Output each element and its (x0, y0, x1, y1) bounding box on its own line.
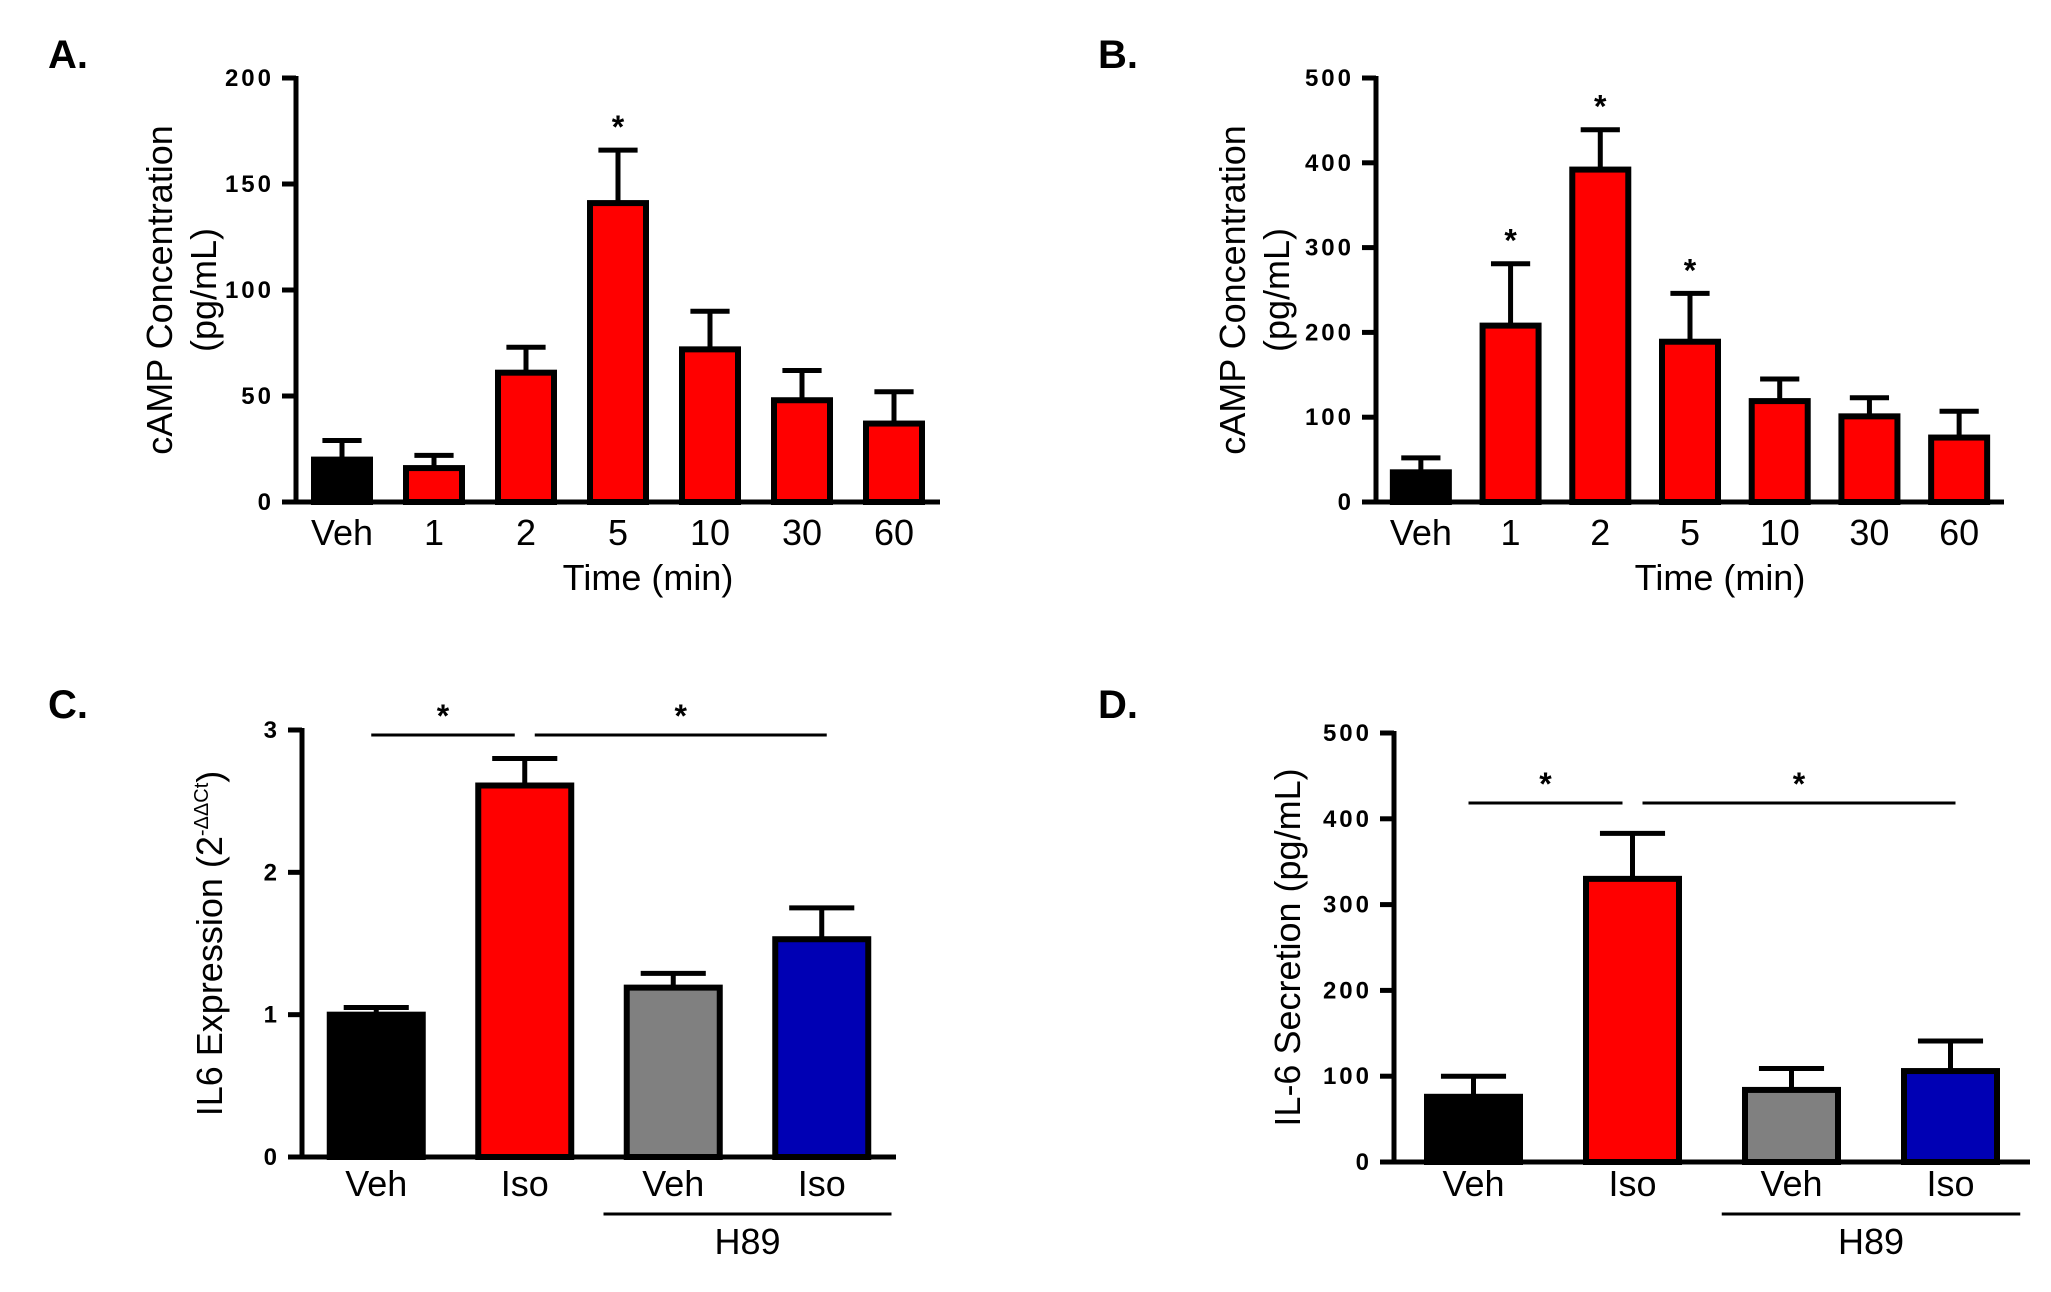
category-label: Iso (798, 1163, 846, 1204)
y-axis-subtitle: (pg/mL) (183, 228, 224, 352)
category-label: Iso (1926, 1163, 1974, 1204)
y-tick-label: 200 (1323, 977, 1372, 1004)
category-label: Veh (1442, 1163, 1504, 1204)
bar (1742, 1086, 1841, 1165)
significance-star: * (612, 109, 625, 145)
panel-label: C. (48, 683, 88, 727)
bar (1659, 338, 1721, 505)
category-label: Veh (642, 1163, 704, 1204)
y-tick-label: 300 (1323, 892, 1372, 919)
bar (587, 200, 649, 506)
y-tick-label: 200 (1305, 319, 1354, 346)
bar (403, 465, 465, 505)
category-label: 60 (874, 512, 914, 553)
bar (1389, 469, 1452, 506)
significance-star: * (675, 698, 688, 734)
x-axis-title: Time (min) (563, 557, 734, 598)
category-label: Veh (345, 1163, 407, 1204)
significance-star: * (1793, 766, 1806, 802)
y-axis-title-main: IL6 Expression (2 (189, 836, 230, 1116)
y-axis-title-superscript: -ΔΔCt (191, 782, 213, 836)
y-tick-label: 0 (264, 1144, 280, 1171)
bar (623, 984, 723, 1161)
category-label: 5 (1680, 512, 1700, 553)
bar (863, 420, 925, 505)
y-tick-label: 500 (1323, 720, 1372, 747)
y-axis-title-close: ) (189, 771, 230, 783)
category-label: 5 (608, 512, 628, 553)
panel-label: B. (1098, 33, 1138, 77)
group-label: H89 (1838, 1221, 1904, 1262)
bar (1583, 875, 1682, 1165)
panel-label: D. (1098, 683, 1138, 727)
y-tick-label: 400 (1305, 150, 1354, 177)
category-label: Veh (1760, 1163, 1822, 1204)
significance-star: * (437, 698, 450, 734)
bar (311, 456, 373, 506)
bar (1901, 1068, 2000, 1165)
panel-c: C. 0 1 2 3 Veh Iso Veh Iso IL6 Expression (2-ΔΔCt… (48, 683, 896, 1262)
x-axis-title: Time (min) (1635, 557, 1806, 598)
significance-star: * (1684, 252, 1697, 288)
bar (771, 397, 833, 505)
y-axis-title: IL-6 Secretion (pg/mL) (1267, 768, 1308, 1126)
y-axis-title: cAMP Concentration (1212, 125, 1253, 455)
significance-star: * (1539, 766, 1552, 802)
category-label: Iso (501, 1163, 549, 1204)
category-label: 2 (516, 512, 536, 553)
category-label: Iso (1608, 1163, 1656, 1204)
y-tick-label: 2 (264, 859, 280, 886)
y-tick-label: 0 (1356, 1149, 1372, 1176)
y-tick-label: 0 (258, 489, 274, 516)
y-tick-label: 300 (1305, 235, 1354, 262)
bar (1424, 1093, 1523, 1165)
category-label: 30 (1849, 512, 1889, 553)
y-tick-label: 200 (225, 65, 274, 92)
y-tick-label: 100 (1323, 1063, 1372, 1090)
category-label: 2 (1590, 512, 1610, 553)
bar (772, 936, 872, 1160)
category-label: 30 (782, 512, 822, 553)
bar (326, 1011, 426, 1161)
bar (1838, 413, 1901, 505)
y-tick-label: 400 (1323, 806, 1372, 833)
category-label: 1 (424, 512, 444, 553)
y-tick-label: 1 (264, 1002, 280, 1029)
y-tick-label: 3 (264, 717, 280, 744)
significance-star: * (1504, 223, 1517, 259)
bar (1928, 434, 1991, 505)
category-label: 10 (1760, 512, 1800, 553)
category-label: 1 (1501, 512, 1521, 553)
panel-b: B. 0 100 200 300 400 500 Veh 1 * 2 * 5 * 10 30 60 Time (m… (1098, 33, 2004, 598)
y-axis-title-main: IL-6 Secretion (pg/mL) (1267, 768, 1308, 1126)
y-tick-label: 50 (241, 383, 274, 410)
bar (1479, 322, 1542, 505)
y-tick-label: 500 (1305, 65, 1354, 92)
category-label: 10 (690, 512, 730, 553)
y-tick-label: 100 (1305, 404, 1354, 431)
panel-label: A. (48, 33, 88, 77)
bar (495, 369, 557, 505)
bar (1569, 166, 1632, 505)
y-tick-label: 150 (225, 171, 274, 198)
panel-d: D. 0 100 200 300 400 500 Veh Iso Veh Iso IL-6 Secre… (1098, 683, 2030, 1262)
y-axis-subtitle: (pg/mL) (1256, 228, 1297, 352)
y-axis-title: cAMP Concentration (139, 125, 180, 455)
y-tick-label: 100 (225, 277, 274, 304)
bar (475, 782, 575, 1160)
category-label: Veh (1390, 512, 1452, 553)
significance-star: * (1594, 89, 1607, 125)
panel-a: A. 0 50 100 150 200 Veh 1 2 5 * 10 30 60 Time (min) cAM… (48, 33, 940, 598)
category-label: 60 (1939, 512, 1979, 553)
group-label: H89 (714, 1221, 780, 1262)
bar (1748, 398, 1811, 506)
y-axis-title: IL6 Expression (2-ΔΔCt) (189, 771, 230, 1117)
category-label: Veh (311, 512, 373, 553)
bar (679, 346, 741, 505)
y-tick-label: 0 (1338, 489, 1354, 516)
